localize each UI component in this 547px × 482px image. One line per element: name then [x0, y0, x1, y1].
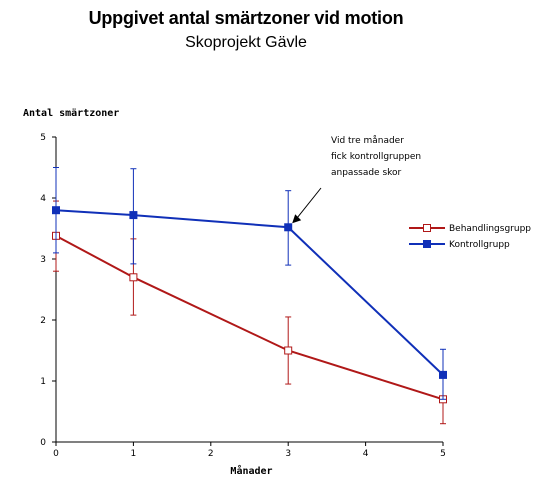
y-axis-label: Antal smärtzoner — [23, 108, 119, 119]
y-tick-label: 1 — [40, 377, 46, 387]
x-tick-label: 2 — [208, 449, 214, 459]
y-tick-label: 4 — [40, 194, 46, 204]
annotation-text-line: anpassade skor — [331, 168, 402, 178]
behandlingsgrupp-point — [284, 346, 293, 355]
annotation-text-line: fick kontrollgruppen — [331, 152, 421, 162]
x-tick-label: 4 — [363, 449, 369, 459]
kontrollgrupp-point — [439, 370, 447, 379]
legend-kontrollgrupp-marker — [423, 240, 431, 248]
x-tick-label: 3 — [285, 449, 291, 459]
kontrollgrupp-point — [129, 211, 138, 220]
x-tick-label: 5 — [440, 449, 446, 459]
x-tick-label: 1 — [131, 449, 137, 459]
legend-kontrollgrupp-label: Kontrollgrupp — [449, 240, 510, 250]
chart-title: Uppgivet antal smärtzoner vid motion — [88, 8, 404, 28]
behandlingsgrupp-line — [55, 234, 444, 401]
kontrollgrupp-line — [55, 209, 444, 376]
annotation-text-line: Vid tre månader — [331, 135, 404, 146]
y-tick-label: 3 — [40, 255, 46, 265]
chart-subtitle: Skoprojekt Gävle — [185, 34, 307, 51]
legend-behandlingsgrupp-label: Behandlingsgrupp — [449, 224, 531, 234]
annotation-arrow-head — [292, 214, 302, 224]
y-tick-label: 2 — [40, 316, 46, 326]
y-tick-label: 0 — [40, 438, 46, 448]
annotation-arrow-line — [294, 187, 322, 221]
x-tick-label: 0 — [53, 449, 59, 459]
kontrollgrupp-point — [52, 206, 60, 215]
kontrollgrupp-point — [284, 223, 293, 232]
legend-behandlingsgrupp-marker — [423, 224, 431, 232]
x-axis-label: Månader — [230, 464, 272, 477]
y-tick-label: 5 — [40, 133, 46, 143]
behandlingsgrupp-point — [129, 273, 138, 282]
